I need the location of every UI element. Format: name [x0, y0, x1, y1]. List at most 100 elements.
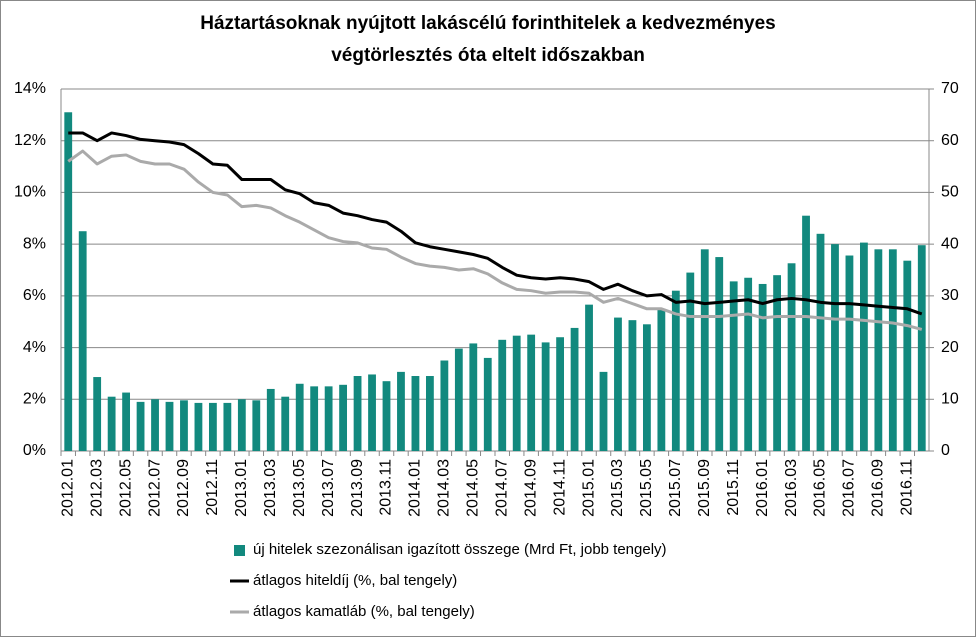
- bar: [845, 255, 854, 451]
- bar: [411, 376, 420, 451]
- bar: [180, 400, 188, 451]
- bar: [252, 400, 261, 451]
- x-tick-label: 2014.01: [407, 459, 424, 517]
- x-tick-label: 2016.09: [870, 459, 887, 517]
- bar: [454, 348, 463, 451]
- y-tick-label: 4%: [23, 339, 46, 356]
- bar: [78, 231, 87, 451]
- bar: [295, 383, 304, 451]
- bar: [136, 401, 145, 451]
- bar: [151, 399, 159, 451]
- legend-label: átlagos hiteldíj (%, bal tengely): [253, 572, 457, 589]
- bar: [614, 317, 622, 451]
- x-tick-label: 2016.01: [754, 459, 771, 517]
- bar: [773, 275, 782, 451]
- bar: [324, 386, 333, 451]
- bar: [599, 371, 608, 451]
- bar: [469, 343, 478, 451]
- x-tick-label: 2015.07: [667, 459, 684, 517]
- y-tick-label: 8%: [23, 235, 46, 252]
- line: [68, 131, 923, 316]
- x-tick-label: 2013.07: [320, 459, 337, 517]
- x-tick-label: 2012.03: [88, 459, 105, 517]
- bar: [700, 249, 709, 451]
- y2-tick-label: 0: [941, 442, 950, 459]
- y-tick-label: 0%: [23, 442, 46, 459]
- bar: [512, 335, 521, 451]
- x-tick-label: 2012.09: [175, 459, 192, 517]
- x-tick-label: 2012.01: [59, 459, 76, 517]
- bar: [223, 402, 232, 451]
- bar: [266, 388, 275, 451]
- x-tick-label: 2012.11: [204, 459, 221, 516]
- bar: [281, 396, 290, 451]
- x-tick-label: 2014.09: [522, 459, 539, 517]
- x-tick-label: 2015.09: [696, 459, 713, 517]
- bar: [671, 290, 680, 451]
- bar: [556, 337, 565, 451]
- bar: [498, 339, 507, 451]
- x-tick-label: 2013.03: [262, 459, 279, 517]
- x-tick-label: 2013.01: [233, 459, 250, 517]
- line: [67, 149, 923, 331]
- y2-tick-label: 20: [941, 339, 959, 356]
- x-tick-label: 2013.09: [349, 459, 366, 517]
- y-tick-label: 12%: [14, 132, 46, 149]
- bar: [657, 309, 666, 451]
- y2-tick-label: 10: [941, 391, 959, 408]
- bar: [802, 215, 810, 451]
- bar: [787, 263, 796, 451]
- bar: [397, 371, 405, 451]
- bar: [729, 281, 738, 451]
- bar: [541, 342, 550, 451]
- x-tick-label: 2014.05: [465, 459, 482, 517]
- x-tick-label: 2012.05: [117, 459, 134, 517]
- bar: [758, 283, 767, 451]
- x-tick-label: 2012.07: [146, 459, 163, 517]
- bar: [888, 249, 897, 451]
- x-tick-label: 2013.11: [378, 459, 395, 516]
- y-tick-label: 2%: [23, 391, 46, 408]
- bar: [440, 360, 449, 451]
- x-tick-label: 2014.03: [436, 459, 453, 517]
- x-tick-label: 2016.03: [783, 459, 800, 517]
- bar: [628, 320, 637, 451]
- x-tick-label: 2014.07: [493, 459, 510, 517]
- x-tick-label: 2015.03: [609, 459, 626, 517]
- bar: [310, 386, 319, 451]
- x-tick-label: 2014.11: [551, 459, 568, 516]
- legend-swatch: [234, 545, 245, 556]
- bar: [208, 402, 217, 451]
- y-tick-label: 6%: [23, 287, 46, 304]
- bar: [715, 257, 724, 451]
- y2-tick-label: 70: [941, 80, 959, 97]
- bar: [903, 260, 912, 451]
- chart-title: végtörlesztés óta eltelt időszakban: [331, 45, 645, 66]
- x-tick-label: 2015.01: [580, 459, 597, 517]
- bar: [483, 357, 492, 451]
- bar: [64, 112, 73, 452]
- legend-label: átlagos kamatláb (%, bal tengely): [253, 603, 475, 620]
- bar: [570, 327, 579, 451]
- bar: [527, 334, 536, 451]
- bar: [194, 402, 203, 451]
- y2-tick-label: 40: [941, 235, 959, 252]
- x-tick-label: 2016.05: [812, 459, 829, 517]
- y2-tick-label: 60: [941, 132, 959, 149]
- bar: [816, 233, 825, 451]
- bar: [642, 324, 651, 451]
- bar: [874, 249, 883, 451]
- y2-tick-label: 30: [941, 287, 959, 304]
- y-tick-label: 14%: [14, 80, 46, 97]
- bar: [353, 376, 362, 451]
- y2-tick-label: 50: [941, 184, 959, 201]
- bar: [122, 392, 131, 451]
- x-tick-label: 2013.05: [291, 459, 308, 517]
- bar: [107, 396, 116, 451]
- bar: [368, 374, 376, 451]
- y-tick-label: 10%: [14, 184, 46, 201]
- bar: [425, 376, 434, 451]
- x-tick-label: 2016.11: [899, 459, 916, 516]
- legend-label: új hitelek szezonálisan igazított összeg…: [253, 541, 667, 558]
